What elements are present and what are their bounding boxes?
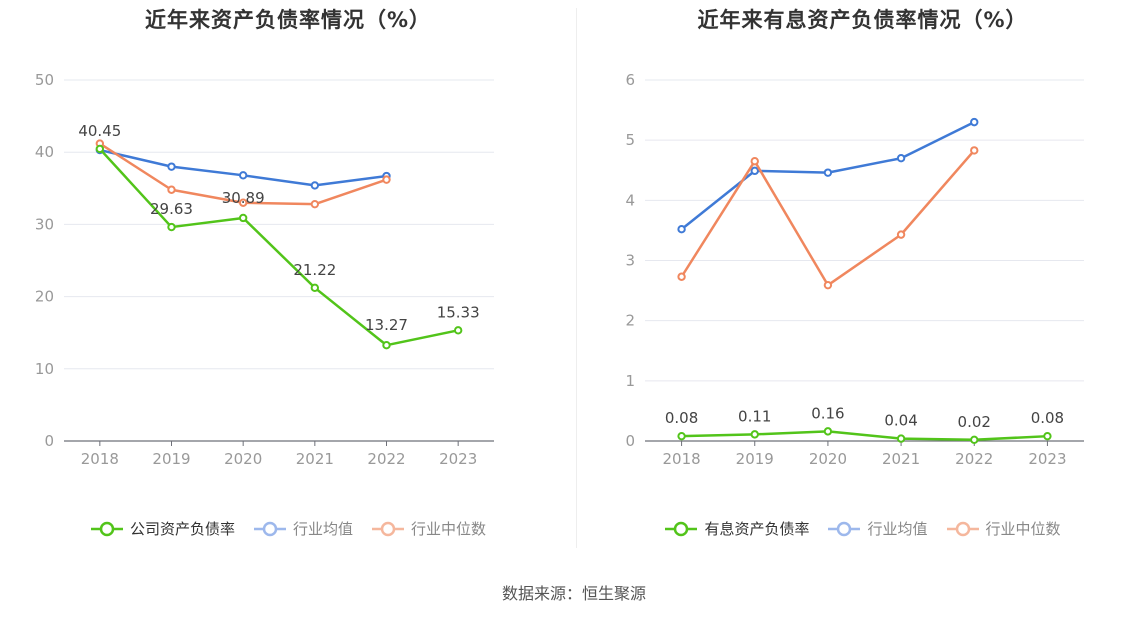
x-tick-label: 2021: [296, 450, 334, 468]
data-point: [382, 175, 391, 184]
data-point: [750, 166, 759, 176]
data-label: 40.45: [78, 122, 121, 140]
data-point: [310, 199, 320, 209]
data-point: [238, 198, 248, 207]
legend-item-industry-average[interactable]: 行业均值: [827, 518, 928, 539]
data-point: [970, 146, 979, 155]
chart-legend: 公司资产负债率 行业均值 行业中位数: [0, 518, 576, 539]
x-tick-label: 2022: [955, 450, 993, 468]
legend-label: 行业中位数: [985, 520, 1061, 538]
x-tick-label: 2021: [882, 450, 920, 468]
legend-item-industry-median[interactable]: 行业中位数: [371, 518, 486, 539]
data-point: [970, 117, 979, 127]
legend-label: 公司资产负债率: [129, 520, 235, 538]
data-point: [238, 171, 248, 180]
chart-title: 近年来资产负债率情况（%）: [144, 8, 432, 32]
legend-swatch-icon: [253, 521, 286, 536]
data-point: [896, 434, 906, 443]
x-tick-label: 2018: [81, 450, 119, 468]
y-tick-label: 20: [35, 288, 54, 306]
legend-swatch-icon: [372, 521, 404, 536]
y-tick-label: 30: [35, 215, 54, 233]
x-tick-label: 2023: [439, 450, 477, 468]
legend-swatch-icon: [90, 521, 123, 536]
data-label: 21.22: [293, 261, 336, 279]
legend-item-company[interactable]: 公司资产负债率: [90, 518, 235, 539]
data-point: [167, 162, 176, 171]
legend-label: 行业中位数: [411, 520, 487, 538]
legend-item-industry-average[interactable]: 行业均值: [253, 518, 353, 539]
line-chart-interest-bearing: 0 1 2 3 4 5 6 2018 2019 2020 2021 2022 2023 0.08 0.11 0…: [625, 71, 1084, 468]
data-label: 13.27: [365, 316, 408, 334]
data-label: 0.08: [1031, 409, 1064, 427]
series-line: [681, 430, 1048, 442]
y-tick-label: 1: [625, 372, 635, 390]
data-point: [167, 185, 176, 194]
data-point: [310, 283, 320, 292]
y-tick-label: 5: [625, 131, 635, 149]
y-tick-label: 40: [35, 143, 54, 161]
legend-swatch-icon: [828, 521, 861, 536]
data-point: [677, 272, 686, 281]
y-tick-label: 0: [44, 432, 54, 450]
data-point: [970, 435, 979, 444]
y-tick-label: 2: [625, 312, 635, 330]
series-line: [98, 148, 459, 347]
data-point: [750, 430, 759, 439]
data-point: [382, 340, 391, 350]
data-point: [750, 157, 759, 166]
y-tick-label: 4: [625, 191, 635, 209]
legend-swatch-icon: [665, 521, 698, 536]
x-tick-label: 2022: [367, 450, 405, 468]
x-tick-label: 2020: [224, 450, 262, 468]
data-point: [677, 225, 686, 234]
y-tick-label: 0: [625, 432, 635, 450]
data-point: [896, 154, 906, 163]
legend-label: 行业均值: [292, 520, 353, 538]
x-tick-label: 2019: [152, 450, 190, 468]
data-label: 0.16: [811, 404, 844, 422]
x-tick-label: 2019: [736, 450, 774, 468]
y-tick-label: 3: [625, 252, 635, 270]
chart-panel-asset-liability: 近年来资产负债率情况（%） 0 10 20 30 40 50 2018 2019 2020 202…: [0, 0, 576, 560]
data-source-note: 数据来源：恒生聚源: [501, 584, 646, 603]
legend-item-industry-median[interactable]: 行业中位数: [946, 518, 1061, 539]
data-point: [823, 168, 833, 177]
data-label: 0.02: [958, 413, 991, 431]
data-label: 0.08: [665, 409, 698, 427]
data-label: 30.89: [222, 189, 265, 207]
panel-divider: [576, 8, 577, 548]
data-point: [453, 326, 463, 335]
data-label: 29.63: [150, 200, 193, 218]
data-point: [310, 181, 320, 190]
x-tick-label: 2023: [1028, 450, 1066, 468]
chart-panel-interest-bearing: 近年来有息资产负债率情况（%） 0 1 2 3 4 5 6 2018 2019 2020 2021 2…: [577, 0, 1148, 560]
x-tick-label: 2018: [662, 450, 700, 468]
y-tick-label: 6: [625, 71, 635, 89]
y-tick-label: 10: [35, 360, 54, 378]
data-label: 0.11: [738, 407, 771, 425]
data-point: [238, 213, 248, 223]
data-point: [896, 230, 906, 239]
legend-swatch-icon: [946, 521, 979, 536]
legend-label: 有息资产负债率: [704, 520, 810, 538]
series-line: [99, 148, 387, 187]
data-point: [167, 222, 176, 232]
line-chart-asset-liability: 0 10 20 30 40 50 2018 2019 2020 2021 2022 2023 40.45…: [35, 71, 494, 468]
data-point: [677, 431, 686, 441]
data-point: [95, 144, 105, 154]
legend-item-company[interactable]: 有息资产负债率: [664, 518, 809, 539]
data-label: 15.33: [437, 303, 480, 321]
legend-label: 行业均值: [867, 520, 928, 538]
data-point: [1043, 431, 1052, 441]
data-point: [823, 280, 833, 290]
y-tick-label: 50: [35, 71, 54, 89]
chart-legend: 有息资产负债率 行业均值 行业中位数: [577, 518, 1148, 539]
chart-title: 近年来有息资产负债率情况（%）: [697, 8, 1028, 32]
data-label: 0.04: [884, 412, 917, 430]
data-point: [823, 427, 833, 436]
x-tick-label: 2020: [809, 450, 847, 468]
